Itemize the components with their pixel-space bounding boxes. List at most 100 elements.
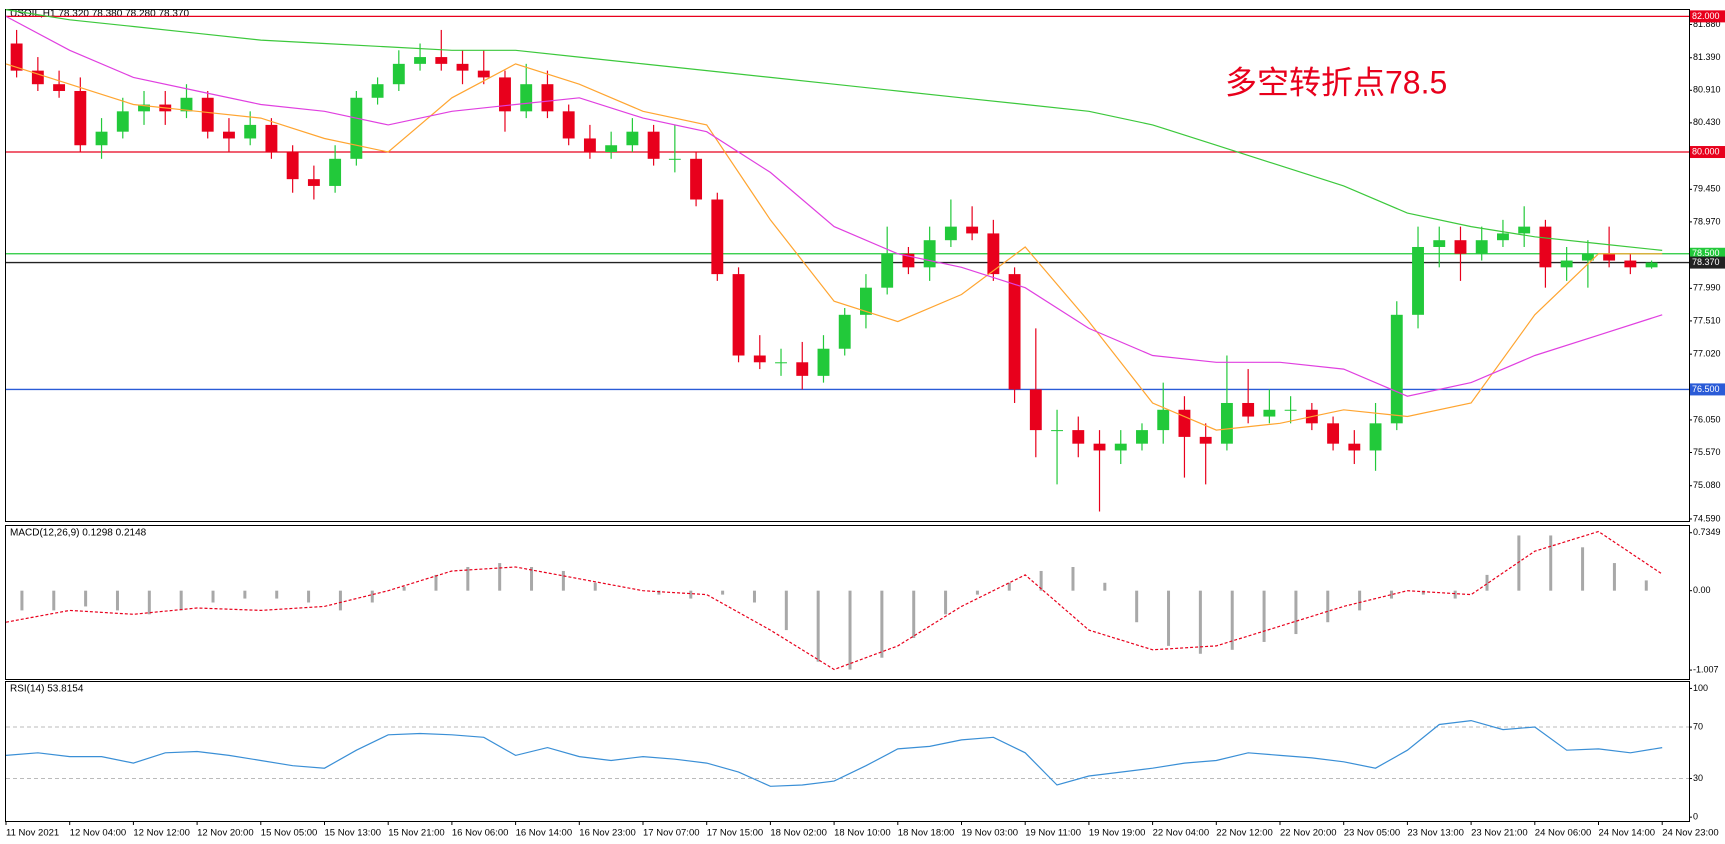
macd-bar: [944, 590, 948, 615]
price-panel: [5, 9, 1690, 522]
candle-body: [753, 355, 766, 363]
y-tick-label: 79.450: [1693, 184, 1721, 194]
macd-bar: [530, 567, 534, 591]
x-tick-label: 18 Nov 10:00: [834, 828, 891, 839]
x-tick-label: 24 Nov 06:00: [1535, 828, 1592, 839]
macd-bar: [1135, 590, 1139, 623]
candle-body: [456, 63, 469, 71]
macd-bar: [816, 590, 820, 662]
x-tick-label: 19 Nov 19:00: [1089, 828, 1146, 839]
macd-bar: [657, 590, 661, 595]
chart-header: USOIL,H1 78.320 78.380 78.280 78.370: [10, 9, 189, 20]
macd-bar: [498, 563, 502, 591]
candle-body: [1433, 240, 1446, 247]
macd-bar: [147, 590, 151, 615]
candle-body: [499, 77, 511, 112]
macd-bar: [1549, 535, 1553, 591]
macd-bar: [1581, 547, 1585, 591]
x-tick-label: 24 Nov 23:00: [1662, 828, 1719, 839]
y-tick-label: 77.020: [1693, 349, 1721, 359]
candle-body: [647, 131, 660, 159]
candle-body: [796, 362, 809, 376]
candle-body: [690, 158, 703, 200]
y-tick-label: 81.390: [1693, 52, 1721, 62]
candle-body: [265, 124, 278, 153]
macd-bar: [275, 590, 279, 599]
x-tick-label: 16 Nov 14:00: [516, 828, 573, 839]
candle-body: [350, 97, 363, 159]
moving-average: [5, 15, 1663, 397]
level-label: 78.370: [1692, 257, 1720, 267]
candle-body: [1603, 253, 1616, 261]
y-tick-label: 80.430: [1693, 117, 1721, 127]
candle-body: [223, 131, 235, 139]
x-tick-label: 19 Nov 11:00: [1025, 828, 1081, 839]
candle-body: [987, 233, 1000, 275]
candle-body: [817, 348, 830, 376]
candle-body: [1114, 443, 1127, 451]
candle-body: [1645, 262, 1658, 268]
candle-body: [1029, 389, 1042, 431]
macd-bar: [1262, 590, 1266, 642]
x-tick-label: 19 Nov 03:00: [962, 828, 1019, 839]
candle-body: [10, 43, 23, 71]
candle-body: [244, 124, 257, 139]
candle-body: [53, 84, 66, 91]
y-tick-label: -1.007: [1693, 664, 1719, 674]
candle-body: [1539, 226, 1552, 268]
rsi-line: [5, 719, 1663, 787]
macd-bar: [307, 590, 311, 603]
macd-bar: [1071, 567, 1075, 591]
rsi-panel: [5, 681, 1690, 822]
candle-body: [1475, 240, 1488, 254]
macd-bar: [880, 590, 884, 658]
candle-body: [1369, 423, 1382, 451]
x-tick-label: 15 Nov 05:00: [261, 828, 318, 839]
x-tick-label: 17 Nov 07:00: [643, 828, 700, 839]
candle-body: [138, 104, 150, 112]
candle-body: [392, 63, 405, 85]
candle-body: [95, 131, 108, 146]
x-tick-label: 12 Nov 20:00: [197, 828, 254, 839]
candle-body: [116, 111, 129, 132]
candle-body: [541, 84, 554, 112]
x-tick-label: 12 Nov 12:00: [133, 828, 190, 839]
y-tick-label: 0.7349: [1693, 527, 1721, 537]
candle-body: [838, 314, 851, 349]
macd-bar: [912, 590, 916, 638]
candle-body: [1157, 409, 1170, 431]
level-label-bg: [1690, 256, 1725, 269]
macd-bar: [115, 590, 119, 611]
macd-panel: [5, 525, 1690, 680]
candle-body: [1348, 443, 1361, 451]
candle-body: [74, 90, 87, 146]
macd-bar: [370, 590, 374, 603]
candle-body: [307, 179, 320, 186]
macd-bar: [179, 590, 183, 611]
candle-body: [180, 97, 193, 112]
candle-body: [881, 253, 894, 288]
candle-body: [583, 138, 596, 153]
macd-bar: [402, 586, 406, 591]
candle-body: [414, 57, 426, 64]
candle-body: [1497, 233, 1509, 241]
macd-bar: [1326, 590, 1330, 623]
x-tick-label: 11 Nov 2021: [6, 828, 59, 839]
candle-body: [1136, 430, 1148, 444]
macd-bar: [84, 590, 88, 607]
x-tick-label: 18 Nov 18:00: [898, 828, 955, 839]
candle-body: [1390, 314, 1403, 424]
macd-bar: [1007, 582, 1011, 591]
macd-bar: [721, 590, 725, 595]
macd-bar: [1358, 590, 1362, 611]
candle-body: [732, 274, 745, 356]
x-tick-label: 16 Nov 23:00: [579, 828, 636, 839]
candle-body: [605, 145, 618, 153]
y-tick-label: 0: [1693, 812, 1698, 822]
macd-bar: [593, 582, 597, 591]
macd-bar: [561, 570, 565, 591]
y-tick-label: 75.570: [1693, 447, 1721, 457]
macd-bar: [1517, 535, 1521, 591]
y-tick-label: 100: [1693, 683, 1708, 693]
